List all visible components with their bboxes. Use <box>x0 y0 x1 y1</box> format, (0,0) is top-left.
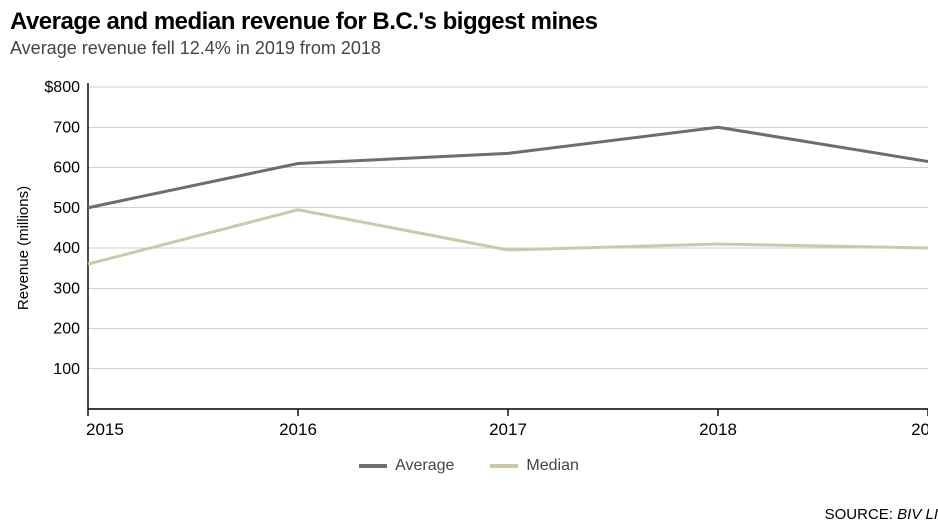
line-chart-svg: 100 200 300 400 500 600 700 $800 2015 2016 2017 201… <box>10 69 928 449</box>
legend-label: Average <box>395 457 454 475</box>
chart-legend: Average Median <box>10 455 928 475</box>
y-tick-label: 200 <box>53 321 80 338</box>
y-axis-label: Revenue (millions) <box>15 186 32 310</box>
x-tick-label: 2018 <box>699 420 737 439</box>
series-line-median <box>88 210 928 264</box>
chart-title: Average and median revenue for B.C.'s bi… <box>10 8 928 36</box>
x-tick-label: 2015 <box>86 420 124 439</box>
legend-label: Median <box>526 457 578 475</box>
source-label: SOURCE: <box>825 506 893 523</box>
y-tick-label: 300 <box>53 280 80 297</box>
chart-subtitle: Average revenue fell 12.4% in 2019 from … <box>10 38 928 59</box>
x-tick-label: 2016 <box>279 420 317 439</box>
y-tick-label: 100 <box>53 361 80 378</box>
y-tick-label: 700 <box>53 119 80 136</box>
source-attribution: SOURCE: BIV LI <box>825 506 938 523</box>
source-name: BIV LI <box>897 506 938 523</box>
x-tick-label: 20 <box>911 420 928 439</box>
chart-container: Average and median revenue for B.C.'s bi… <box>0 0 938 527</box>
legend-swatch <box>359 464 387 468</box>
y-tick-label: 400 <box>53 240 80 257</box>
legend-item-average: Average <box>359 457 454 475</box>
y-tick-label: $800 <box>44 79 80 96</box>
x-tick-label: 2017 <box>489 420 527 439</box>
y-tick-label: 500 <box>53 200 80 217</box>
chart-plot-area: 100 200 300 400 500 600 700 $800 2015 2016 2017 201… <box>10 69 928 449</box>
legend-swatch <box>490 464 518 468</box>
y-tick-label: 600 <box>53 160 80 177</box>
legend-item-median: Median <box>490 457 578 475</box>
